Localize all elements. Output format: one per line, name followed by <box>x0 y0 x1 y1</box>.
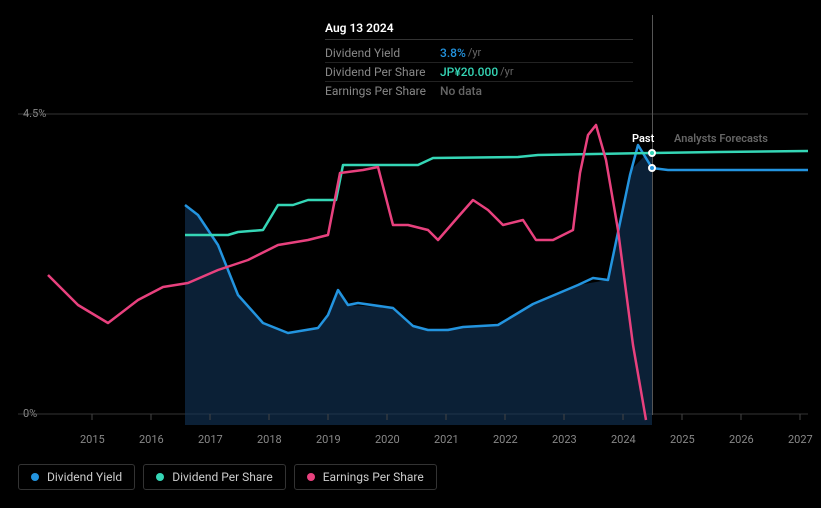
legend-label: Dividend Per Share <box>172 470 273 484</box>
tooltip: Aug 13 2024 Dividend Yield3.8%/yrDividen… <box>314 14 644 107</box>
area-fill-group <box>185 148 652 425</box>
chart-svg <box>18 105 808 445</box>
legend-item[interactable]: Dividend Yield <box>18 464 135 490</box>
x-axis-label: 2026 <box>729 433 754 446</box>
tooltip-label: Dividend Yield <box>325 46 440 60</box>
chart-area[interactable]: 4.5% 0% Past Analysts Forecasts 20152016… <box>18 105 808 425</box>
x-axis-label: 2022 <box>493 433 518 446</box>
tooltip-row: Earnings Per ShareNo data <box>325 82 633 100</box>
region-forecast: Analysts Forecasts <box>674 132 768 145</box>
x-axis-label: 2024 <box>611 433 636 446</box>
x-axis-label: 2015 <box>80 433 105 446</box>
y-axis-min: 0% <box>23 407 37 420</box>
crosshair-line <box>652 15 653 415</box>
tooltip-row: Dividend Yield3.8%/yr <box>325 44 633 63</box>
data-marker <box>648 164 656 172</box>
y-axis-max: 4.5% <box>23 107 46 120</box>
legend-dot-icon <box>31 473 39 481</box>
x-axis-label: 2021 <box>434 433 459 446</box>
data-marker <box>648 149 656 157</box>
legend-item[interactable]: Earnings Per Share <box>294 464 437 490</box>
legend-dot-icon <box>156 473 164 481</box>
tooltip-value: JP¥20.000 <box>440 65 498 79</box>
x-axis-label: 2020 <box>375 433 400 446</box>
tooltip-rows: Dividend Yield3.8%/yrDividend Per ShareJ… <box>325 44 633 100</box>
x-axis-label: 2016 <box>139 433 164 446</box>
legend: Dividend Yield Dividend Per Share Earnings… <box>18 464 437 490</box>
legend-label: Dividend Yield <box>47 470 122 484</box>
legend-item[interactable]: Dividend Per Share <box>143 464 286 490</box>
x-axis-label: 2027 <box>788 433 813 446</box>
tooltip-suffix: /yr <box>468 46 481 60</box>
x-axis-label: 2017 <box>198 433 223 446</box>
series-line <box>185 145 808 333</box>
x-axis-label: 2023 <box>552 433 577 446</box>
tooltip-value: No data <box>440 84 482 98</box>
tooltip-suffix: /yr <box>500 65 513 79</box>
region-past: Past <box>632 132 654 145</box>
tooltip-date: Aug 13 2024 <box>325 21 633 40</box>
x-axis-label: 2019 <box>316 433 341 446</box>
x-axis-label: 2025 <box>670 433 695 446</box>
tooltip-label: Earnings Per Share <box>325 84 440 98</box>
tooltip-row: Dividend Per ShareJP¥20.000/yr <box>325 63 633 82</box>
legend-dot-icon <box>307 473 315 481</box>
tooltip-value: 3.8% <box>440 46 466 60</box>
legend-label: Earnings Per Share <box>323 470 424 484</box>
tooltip-label: Dividend Per Share <box>325 65 440 79</box>
series-line <box>185 151 808 235</box>
x-axis-label: 2018 <box>257 433 282 446</box>
